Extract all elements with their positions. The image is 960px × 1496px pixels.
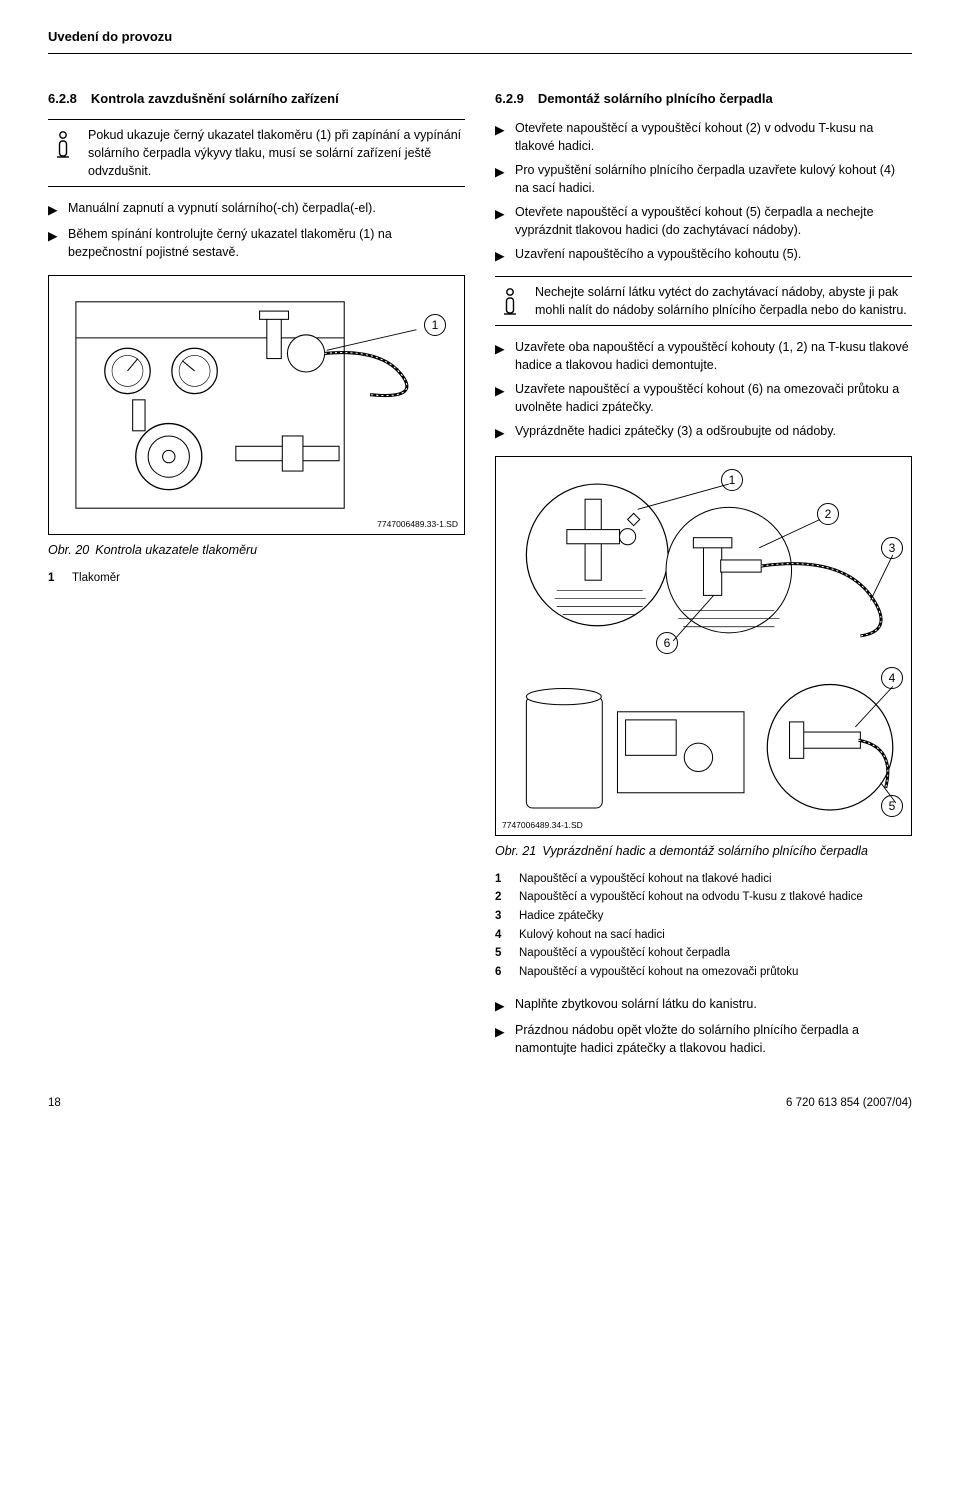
- bullet-text: Uzavřete oba napouštěcí a vypouštěcí koh…: [515, 338, 912, 374]
- bullet-text: Uzavřete napouštěcí a vypouštěcí kohout …: [515, 380, 912, 416]
- legend-number: 6: [495, 964, 509, 981]
- right-column: 6.2.9 Demontáž solárního plnícího čerpad…: [495, 90, 912, 1063]
- bullet-item: ▶Uzavřete napouštěcí a vypouštěcí kohout…: [495, 380, 912, 416]
- section-628-heading: 6.2.8 Kontrola zavzdušnění solárního zař…: [48, 90, 465, 109]
- figure-20: 1 7747006489.33-1.SD: [48, 275, 465, 535]
- bullet-item: ▶ Manuální zapnutí a vypnutí solárního(-…: [48, 199, 465, 219]
- figure-callout-5: 5: [881, 795, 903, 817]
- bullet-item: ▶ Uzavření napouštěcího a vypouštěcího ko…: [495, 245, 912, 265]
- figure-id: 7747006489.33-1.SD: [377, 518, 458, 530]
- triangle-icon: ▶: [495, 1021, 507, 1057]
- bullet-text: Uzavření napouštěcího a vypouštěcího koh…: [515, 245, 912, 265]
- triangle-icon: ▶: [48, 199, 60, 219]
- bullet-text: Manuální zapnutí a vypnutí solárního(-ch…: [68, 199, 465, 219]
- figure-callout-3: 3: [881, 537, 903, 559]
- info-note-629: Nechejte solární látku vytéct do zachytá…: [495, 276, 912, 326]
- caption-label: Obr. 20: [48, 541, 89, 559]
- legend-number: 2: [495, 889, 509, 906]
- legend-number: 4: [495, 927, 509, 944]
- figure-id: 7747006489.34-1.SD: [502, 819, 583, 831]
- legend-row: 6 Napouštěcí a vypouštěcí kohout na omezo…: [495, 964, 912, 981]
- legend-desc: Napouštěcí a vypouštěcí kohout na tlakov…: [519, 871, 912, 888]
- legend-number: 1: [495, 871, 509, 888]
- content-columns: 6.2.8 Kontrola zavzdušnění solárního zař…: [48, 90, 912, 1063]
- legend-number: 3: [495, 908, 509, 925]
- legend-row: 1 Tlakoměr: [48, 570, 465, 587]
- bullet-text: Pro vypuštění solárního plnícího čerpadl…: [515, 161, 912, 197]
- bullet-item: ▶Uzavřete oba napouštěcí a vypouštěcí ko…: [495, 338, 912, 374]
- legend-desc: Tlakoměr: [72, 570, 465, 587]
- bullet-text: Naplňte zbytkovou solární látku do kanis…: [515, 995, 912, 1015]
- page-number: 18: [48, 1095, 61, 1112]
- legend-number: 1: [48, 570, 62, 587]
- legend-number: 5: [495, 945, 509, 962]
- section-number: 6.2.8: [48, 90, 77, 109]
- legend-row: 2 Napouštěcí a vypouštěcí kohout na odvod…: [495, 889, 912, 906]
- legend-row: 4 Kulový kohout na sací hadici: [495, 927, 912, 944]
- section-number: 6.2.9: [495, 90, 524, 109]
- info-text: Nechejte solární látku vytéct do zachytá…: [535, 283, 912, 319]
- bullet-text: Otevřete napouštěcí a vypouštěcí kohout …: [515, 203, 912, 239]
- triangle-icon: ▶: [495, 203, 507, 239]
- triangle-icon: ▶: [495, 422, 507, 442]
- triangle-icon: ▶: [495, 380, 507, 416]
- figure-20-caption: Obr. 20 Kontrola ukazatele tlakoměru: [48, 541, 465, 559]
- bullet-item: ▶ Během spínání kontrolujte černý ukazat…: [48, 225, 465, 261]
- caption-text: Kontrola ukazatele tlakoměru: [95, 541, 257, 559]
- figure-21: 1 2 3 6 4 5 7747006489.34-1.SD: [495, 456, 912, 836]
- bullet-item: ▶ Vyprázdněte hadici zpátečky (3) a odšro…: [495, 422, 912, 442]
- triangle-icon: ▶: [495, 245, 507, 265]
- bullet-text: Prázdnou nádobu opět vložte do solárního…: [515, 1021, 912, 1057]
- caption-text: Vyprázdnění hadic a demontáž solárního p…: [542, 842, 868, 860]
- page-footer: 18 6 720 613 854 (2007/04): [48, 1091, 912, 1112]
- bullet-text: Během spínání kontrolujte černý ukazatel…: [68, 225, 465, 261]
- legend-desc: Napouštěcí a vypouštěcí kohout čerpadla: [519, 945, 912, 962]
- triangle-icon: ▶: [48, 225, 60, 261]
- info-icon: [495, 283, 525, 319]
- legend-desc: Napouštěcí a vypouštěcí kohout na omezov…: [519, 964, 912, 981]
- left-column: 6.2.8 Kontrola zavzdušnění solárního zař…: [48, 90, 465, 1063]
- section-629-heading: 6.2.9 Demontáž solárního plnícího čerpad…: [495, 90, 912, 109]
- bullet-item: ▶Otevřete napouštěcí a vypouštěcí kohout…: [495, 203, 912, 239]
- info-text: Pokud ukazuje černý ukazatel tlakoměru (…: [88, 126, 465, 180]
- figure-21-caption: Obr. 21 Vyprázdnění hadic a demontáž sol…: [495, 842, 912, 860]
- bullet-text: Vyprázdněte hadici zpátečky (3) a odšrou…: [515, 422, 912, 442]
- triangle-icon: ▶: [495, 161, 507, 197]
- page-header: Uvedení do provozu: [48, 28, 912, 54]
- figure-callout-6: 6: [656, 632, 678, 654]
- legend-desc: Hadice zpátečky: [519, 908, 912, 925]
- figure-callout-4: 4: [881, 667, 903, 689]
- triangle-icon: ▶: [495, 995, 507, 1015]
- bullet-item: ▶Prázdnou nádobu opět vložte do solárníh…: [495, 1021, 912, 1057]
- triangle-icon: ▶: [495, 338, 507, 374]
- info-icon: [48, 126, 78, 180]
- legend-desc: Kulový kohout na sací hadici: [519, 927, 912, 944]
- figure-callout-2: 2: [817, 503, 839, 525]
- legend-desc: Napouštěcí a vypouštěcí kohout na odvodu…: [519, 889, 912, 906]
- triangle-icon: ▶: [495, 119, 507, 155]
- bullet-item: ▶ Naplňte zbytkovou solární látku do kani…: [495, 995, 912, 1015]
- caption-label: Obr. 21: [495, 842, 536, 860]
- legend-row: 5 Napouštěcí a vypouštěcí kohout čerpadla: [495, 945, 912, 962]
- legend-row: 1 Napouštěcí a vypouštěcí kohout na tlako…: [495, 871, 912, 888]
- figure-callout-1: 1: [424, 314, 446, 336]
- section-title: Demontáž solárního plnícího čerpadla: [538, 90, 773, 109]
- doc-id: 6 720 613 854 (2007/04): [786, 1095, 912, 1112]
- bullet-item: ▶Pro vypuštění solárního plnícího čerpad…: [495, 161, 912, 197]
- bullet-item: ▶Otevřete napouštěcí a vypouštěcí kohout…: [495, 119, 912, 155]
- info-note-628: Pokud ukazuje černý ukazatel tlakoměru (…: [48, 119, 465, 187]
- bullet-text: Otevřete napouštěcí a vypouštěcí kohout …: [515, 119, 912, 155]
- legend-row: 3 Hadice zpátečky: [495, 908, 912, 925]
- section-title: Kontrola zavzdušnění solárního zařízení: [91, 90, 339, 109]
- figure-callout-1: 1: [721, 469, 743, 491]
